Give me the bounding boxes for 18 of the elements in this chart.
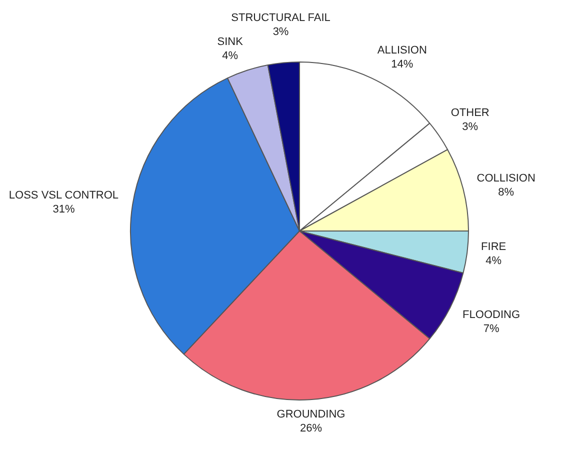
slice-label: GROUNDING [276, 408, 346, 421]
slice-label: SINK [217, 36, 244, 48]
data-label: 7% [483, 323, 500, 336]
data-label: 26% [300, 422, 322, 435]
slice-label: ALLISION [377, 44, 427, 56]
data-label: 4% [486, 254, 502, 267]
data-label: 14% [391, 58, 414, 70]
slice-label: FIRE [481, 240, 506, 253]
data-label: 3% [272, 26, 289, 38]
slice-label: COLLISION [476, 172, 536, 185]
data-label: 4% [222, 50, 238, 62]
data-label: 8% [498, 186, 514, 199]
slice-label: STRUCTURAL FAIL [231, 12, 330, 24]
data-label: 3% [462, 121, 478, 134]
slice-label: LOSS VSL CONTROL [8, 189, 119, 202]
data-label: 31% [52, 203, 75, 216]
slice-label: OTHER [450, 107, 490, 120]
slice-label: FLOODING [462, 309, 520, 322]
